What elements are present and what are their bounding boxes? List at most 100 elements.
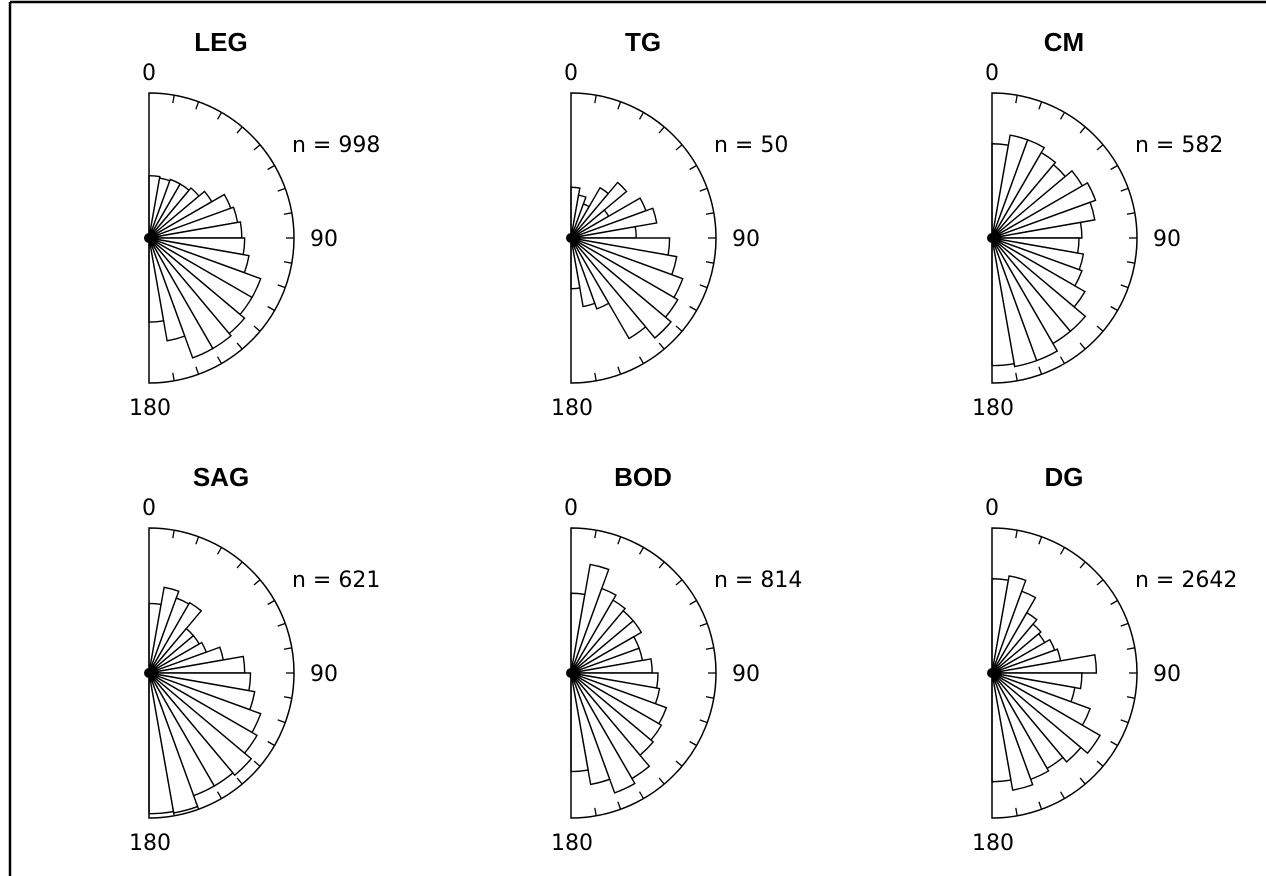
- rose-bar-150-160: [570, 237, 610, 310]
- tick-50: [675, 579, 683, 586]
- tick-40: [658, 126, 665, 134]
- rose-panel-leg: LEG 0 90 180 n = 998: [129, 27, 380, 421]
- tick-60: [689, 599, 697, 606]
- tick-130: [1096, 325, 1104, 332]
- rose-bars: [144, 174, 262, 359]
- tick-70: [1120, 622, 1129, 627]
- outer-ticks: [594, 530, 716, 816]
- tick-110: [699, 719, 708, 724]
- tick-100: [705, 696, 714, 699]
- rose-bar-160-170: [148, 237, 186, 342]
- tick-110: [277, 284, 286, 289]
- rose-bar-60-70: [991, 181, 1097, 239]
- panel-title: LEG: [194, 27, 247, 57]
- rose-panel-dg: DG 0 90 180 n = 2642: [972, 462, 1237, 856]
- tick-160: [1038, 366, 1043, 375]
- tick-50: [675, 144, 683, 151]
- tick-30: [1059, 547, 1066, 555]
- tick-50: [1096, 144, 1104, 151]
- tick-130: [1096, 760, 1104, 767]
- outer-ticks: [594, 95, 716, 381]
- tick-140: [236, 342, 243, 350]
- tick-110: [699, 284, 708, 289]
- tick-140: [1079, 777, 1086, 785]
- rose-panel-bod: BOD 0 90 180 n = 814: [551, 462, 802, 856]
- rose-bar-130-140: [570, 237, 672, 339]
- rose-panel-cm: CM 0 90 180 n = 582: [972, 27, 1223, 421]
- outer-ticks: [1015, 95, 1137, 381]
- tick-50: [253, 144, 261, 151]
- tick-120: [689, 305, 697, 312]
- tick-60: [267, 599, 275, 606]
- tick-130: [675, 325, 683, 332]
- tick-80: [1126, 647, 1135, 650]
- tick-80: [1126, 212, 1135, 215]
- tick-30: [216, 547, 223, 555]
- sample-count: n = 814: [714, 568, 802, 593]
- tick-20: [617, 101, 622, 110]
- tick-20: [617, 536, 622, 545]
- tick-130: [253, 325, 261, 332]
- rose-bars: [987, 575, 1101, 791]
- tick-40: [1079, 561, 1086, 569]
- panel-title: BOD: [614, 462, 672, 492]
- rose-bar-70-80: [570, 207, 658, 239]
- tick-170: [1015, 372, 1018, 381]
- angle-label-180: 180: [972, 396, 1014, 421]
- tick-120: [689, 740, 697, 747]
- tick-120: [267, 740, 275, 747]
- rose-bar-30-40: [991, 611, 1038, 674]
- angle-label-180: 180: [129, 396, 171, 421]
- angle-label-180: 180: [129, 831, 171, 856]
- tick-30: [638, 547, 645, 555]
- rose-panel-tg: TG 0 90 180 n = 50: [551, 27, 788, 421]
- tick-110: [277, 719, 286, 724]
- tick-60: [689, 164, 697, 171]
- angle-label-90: 90: [732, 662, 760, 687]
- rose-bar-20-30: [991, 590, 1037, 674]
- angle-label-90: 90: [310, 227, 338, 252]
- tick-20: [195, 536, 200, 545]
- tick-10: [172, 95, 175, 104]
- tick-150: [1059, 356, 1066, 364]
- tick-150: [1059, 791, 1066, 799]
- tick-110: [1120, 284, 1129, 289]
- tick-100: [1126, 261, 1135, 264]
- tick-10: [1015, 95, 1018, 104]
- angle-label-0: 0: [985, 496, 999, 521]
- rose-bars: [987, 134, 1097, 368]
- rose-bar-30-40: [991, 151, 1057, 239]
- rose-bars: [566, 563, 668, 794]
- angle-label-180: 180: [972, 831, 1014, 856]
- sample-count: n = 2642: [1135, 568, 1237, 593]
- rose-bar-150-160: [148, 237, 214, 359]
- outer-ticks: [172, 530, 294, 816]
- tick-10: [172, 530, 175, 539]
- rose-bar-50-60: [570, 619, 643, 674]
- panel-title: DG: [1045, 462, 1084, 492]
- rose-bar-120-130: [991, 672, 1101, 755]
- rose-bar-80-90: [991, 654, 1098, 674]
- tick-10: [594, 530, 597, 539]
- semicircle-outline: [570, 527, 717, 819]
- tick-20: [1038, 101, 1043, 110]
- tick-160: [617, 366, 622, 375]
- sample-count: n = 50: [714, 133, 788, 158]
- tick-70: [277, 187, 286, 192]
- angle-label-180: 180: [551, 396, 593, 421]
- tick-140: [658, 777, 665, 785]
- tick-160: [195, 801, 200, 810]
- tick-40: [658, 561, 665, 569]
- sample-count: n = 621: [292, 568, 380, 593]
- rose-bar-160-170: [570, 672, 611, 786]
- rose-bar-130-140: [148, 672, 253, 777]
- tick-70: [1120, 187, 1129, 192]
- tick-80: [283, 647, 292, 650]
- angle-label-90: 90: [1153, 662, 1181, 687]
- tick-100: [283, 696, 292, 699]
- rose-bar-80-90: [991, 221, 1083, 239]
- angle-label-0: 0: [985, 61, 999, 86]
- rose-bar-160-170: [991, 237, 1038, 368]
- tick-80: [705, 212, 714, 215]
- rose-bar-30-40: [570, 599, 627, 674]
